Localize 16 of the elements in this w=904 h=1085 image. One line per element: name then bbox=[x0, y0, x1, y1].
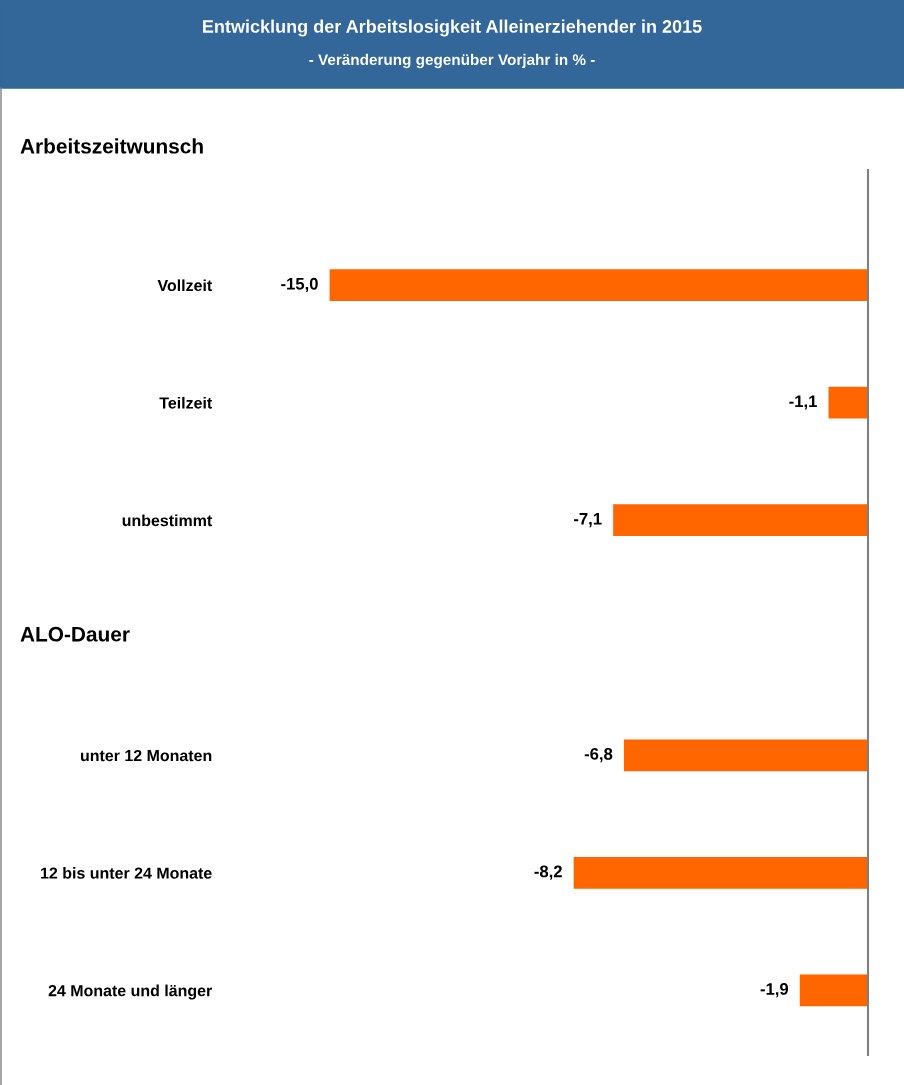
y-tick-label: 12 bis unter 24 Monate bbox=[41, 867, 212, 879]
y-tick-label: 24 Monate und länger bbox=[48, 984, 212, 1000]
y-tick-label: unter 12 Monaten bbox=[80, 749, 212, 762]
y-tick-label: Teilzeit bbox=[159, 396, 213, 409]
data-label: -6,8 bbox=[584, 747, 613, 763]
data-label: -7,1 bbox=[573, 513, 602, 528]
chart-subtitle: - Veränderung gegenüber Vorjahr in % - bbox=[309, 53, 595, 69]
data-label: -8,2 bbox=[534, 865, 562, 880]
chart-title: Entwicklung der Arbeitslosigkeit Alleinerziehender in 2015 bbox=[203, 19, 702, 37]
data-label: -15,0 bbox=[281, 277, 318, 293]
y-tick-label: unbestimmt bbox=[122, 514, 213, 527]
data-label: -1,1 bbox=[789, 395, 817, 410]
data-label: -1,9 bbox=[760, 983, 789, 998]
text: Arbeitszeitwunsch bbox=[20, 138, 203, 154]
text: ALO-Dauer bbox=[20, 626, 130, 642]
y-tick-label: Vollzeit bbox=[157, 279, 213, 292]
